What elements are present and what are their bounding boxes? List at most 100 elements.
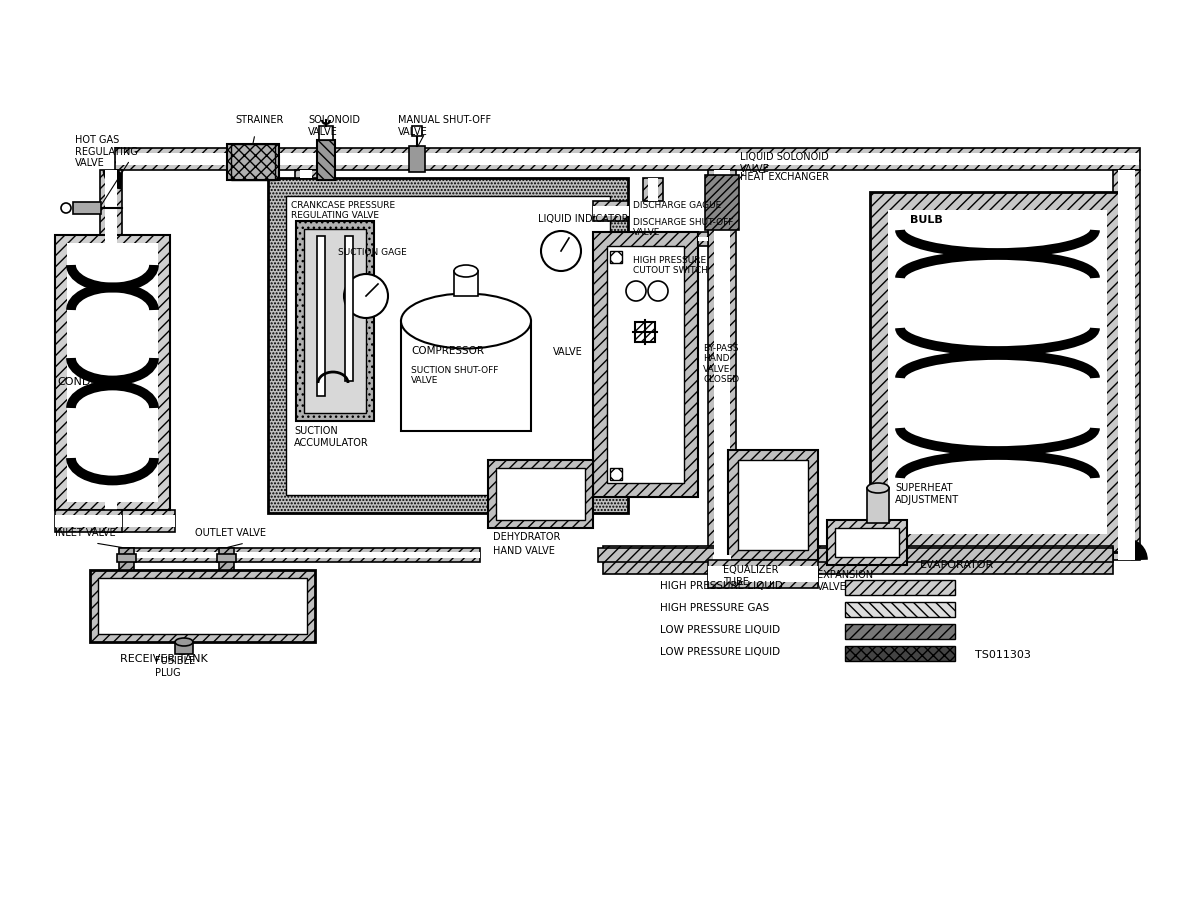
- Bar: [593, 232, 699, 497]
- Ellipse shape: [402, 294, 531, 349]
- Bar: [643, 178, 663, 201]
- Bar: [887, 210, 1107, 534]
- Bar: [598, 548, 1113, 562]
- Bar: [119, 548, 134, 570]
- Bar: [345, 236, 353, 381]
- Bar: [714, 170, 729, 560]
- Bar: [402, 321, 531, 431]
- Text: BY-PASS
HAND
VALVE
CLOSED: BY-PASS HAND VALVE CLOSED: [703, 344, 739, 384]
- Text: DEHYDRATOR: DEHYDRATOR: [493, 532, 561, 542]
- Bar: [268, 178, 628, 513]
- Text: FUSIBLE
PLUG: FUSIBLE PLUG: [154, 656, 195, 677]
- Bar: [317, 140, 335, 180]
- Bar: [90, 570, 315, 642]
- Bar: [72, 202, 101, 214]
- Bar: [699, 237, 708, 241]
- Circle shape: [345, 274, 388, 318]
- Text: HAND VALVE: HAND VALVE: [493, 546, 555, 556]
- Bar: [609, 468, 623, 480]
- Ellipse shape: [175, 638, 192, 646]
- Bar: [115, 148, 1140, 170]
- Text: VALVE: VALVE: [552, 347, 583, 357]
- Bar: [55, 515, 122, 527]
- Text: CONDENSER: CONDENSER: [57, 377, 127, 387]
- Text: SUPERHEAT
ADJUSTMENT: SUPERHEAT ADJUSTMENT: [895, 483, 959, 505]
- Bar: [704, 175, 739, 230]
- Bar: [100, 510, 175, 532]
- Text: HOT GAS
REGULATING
VALVE: HOT GAS REGULATING VALVE: [75, 135, 138, 168]
- Text: LIQUID INDICATOR: LIQUID INDICATOR: [538, 214, 628, 224]
- Bar: [713, 555, 731, 560]
- Text: DISCHARGE SHUT-OFF
VALVE: DISCHARGE SHUT-OFF VALVE: [633, 218, 733, 238]
- Bar: [219, 548, 234, 570]
- Text: SOLONOID
VALVE: SOLONOID VALVE: [308, 115, 360, 137]
- Bar: [835, 528, 899, 557]
- Text: EXPANSION
VALVE: EXPANSION VALVE: [817, 570, 873, 591]
- Bar: [295, 170, 317, 178]
- Bar: [296, 221, 374, 421]
- Circle shape: [647, 281, 668, 301]
- Text: SUCTION SHUT-OFF
VALVE: SUCTION SHUT-OFF VALVE: [411, 366, 499, 386]
- Bar: [120, 548, 480, 562]
- Bar: [412, 126, 422, 136]
- Text: STRAINER: STRAINER: [235, 115, 284, 125]
- Text: LOW PRESSURE LIQUID: LOW PRESSURE LIQUID: [661, 625, 781, 635]
- Bar: [301, 170, 312, 178]
- Bar: [488, 460, 593, 528]
- Bar: [827, 520, 906, 565]
- Bar: [845, 602, 955, 617]
- Bar: [116, 153, 1139, 165]
- Bar: [607, 246, 684, 483]
- Bar: [55, 510, 122, 532]
- Bar: [55, 235, 170, 510]
- Bar: [97, 578, 307, 634]
- Bar: [738, 460, 808, 550]
- Bar: [870, 192, 1125, 552]
- Bar: [708, 560, 819, 588]
- Bar: [636, 322, 655, 342]
- Bar: [454, 271, 478, 296]
- Bar: [230, 144, 274, 180]
- Bar: [708, 170, 737, 560]
- Bar: [708, 566, 819, 582]
- Bar: [845, 580, 955, 595]
- Bar: [67, 243, 158, 502]
- Ellipse shape: [867, 483, 889, 493]
- Bar: [120, 552, 480, 558]
- Bar: [409, 146, 425, 172]
- Bar: [217, 554, 236, 562]
- Text: COMPRESSOR: COMPRESSOR: [411, 346, 484, 356]
- Bar: [845, 624, 955, 639]
- Bar: [304, 229, 366, 413]
- Bar: [593, 201, 628, 221]
- Text: OUTLET VALVE: OUTLET VALVE: [195, 528, 266, 538]
- Bar: [317, 236, 326, 396]
- Bar: [728, 450, 819, 560]
- Text: CRANKCASE PRESSURE
REGULATING VALVE: CRANKCASE PRESSURE REGULATING VALVE: [291, 201, 396, 220]
- Circle shape: [61, 203, 71, 213]
- Bar: [867, 488, 889, 523]
- Text: RECEIVER TANK: RECEIVER TANK: [120, 654, 208, 664]
- Text: TS011303: TS011303: [975, 650, 1031, 660]
- Circle shape: [626, 281, 646, 301]
- Bar: [593, 206, 628, 216]
- Text: SUCTION GAGE: SUCTION GAGE: [339, 248, 406, 257]
- Text: INLET VALVE: INLET VALVE: [55, 528, 115, 538]
- Bar: [845, 646, 955, 661]
- Bar: [175, 642, 192, 654]
- Bar: [1113, 170, 1140, 560]
- Text: DISCHARGE GAGUE: DISCHARGE GAGUE: [633, 201, 721, 210]
- Text: HIGH PRESSURE GAS: HIGH PRESSURE GAS: [661, 603, 770, 613]
- Text: EQUALIZER
TUBE: EQUALIZER TUBE: [723, 565, 778, 587]
- Bar: [497, 468, 584, 520]
- Bar: [609, 251, 623, 263]
- Text: BULB: BULB: [910, 215, 943, 225]
- Text: HEAT EXCHANGER: HEAT EXCHANGER: [740, 172, 829, 182]
- Text: LOW PRESSURE LIQUID: LOW PRESSURE LIQUID: [661, 647, 781, 657]
- Ellipse shape: [454, 265, 478, 277]
- Text: SUCTION
ACCUMULATOR: SUCTION ACCUMULATOR: [293, 426, 368, 448]
- Text: EVAPORATOR: EVAPORATOR: [920, 560, 994, 570]
- Bar: [286, 196, 609, 495]
- Bar: [227, 144, 279, 180]
- Bar: [1118, 170, 1135, 560]
